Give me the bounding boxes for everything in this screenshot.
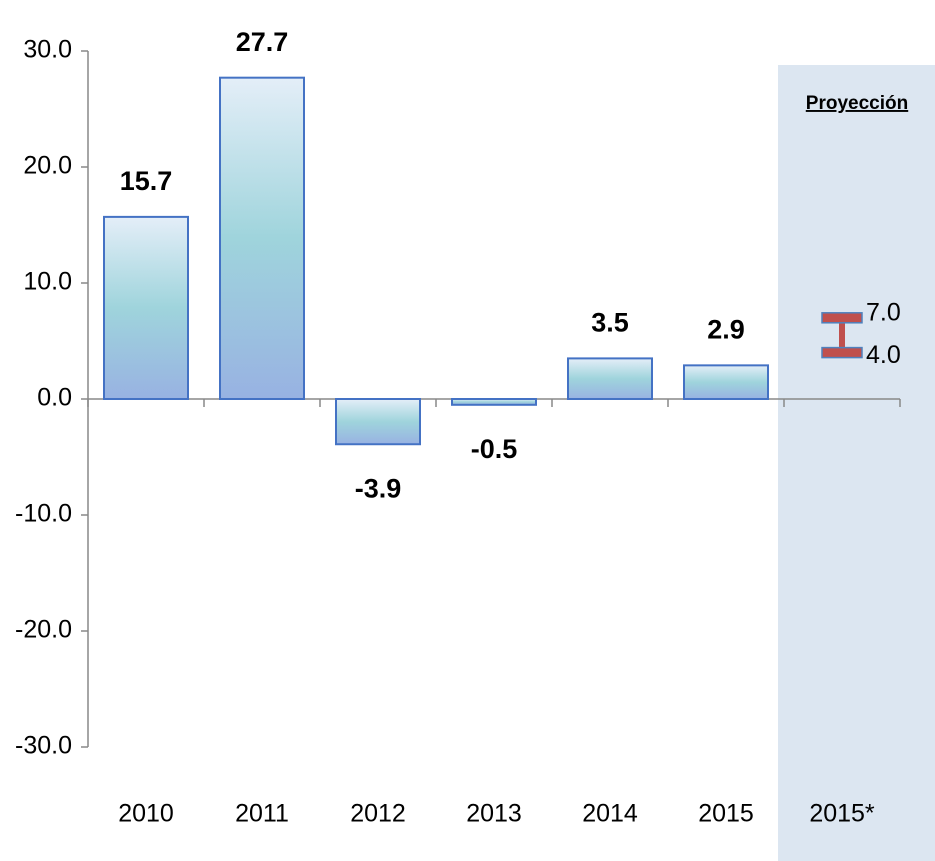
value-label: 2.9	[707, 314, 745, 344]
y-tick-label: 10.0	[23, 268, 72, 296]
x-tick-label: 2010	[118, 800, 174, 828]
projection-label: 7.0	[866, 298, 901, 326]
y-tick-label: -10.0	[15, 500, 72, 528]
projection-area	[778, 65, 935, 861]
projection-label: 4.0	[866, 341, 901, 369]
bar	[335, 398, 421, 446]
y-tick-label: 30.0	[23, 36, 72, 64]
value-label: -3.9	[355, 473, 402, 503]
bar	[451, 398, 537, 406]
x-tick-label: 2011	[235, 800, 289, 828]
y-tick-label: 20.0	[23, 152, 72, 180]
y-tick-label: -30.0	[15, 732, 72, 760]
bar	[683, 364, 769, 400]
y-tick-label: 0.0	[37, 384, 72, 412]
value-label: -0.5	[471, 434, 518, 464]
x-tick-label: 2015	[698, 800, 754, 828]
bar	[103, 215, 189, 400]
bar	[219, 76, 305, 401]
projection-bound	[821, 312, 863, 324]
x-tick-label: 2012	[350, 800, 406, 828]
projection-bound	[821, 346, 863, 359]
annotation: Proyección	[806, 93, 908, 114]
value-label: 15.7	[120, 166, 173, 196]
x-tick-label: 2014	[582, 800, 638, 828]
y-tick-label: -20.0	[15, 616, 72, 644]
bar	[567, 357, 653, 400]
x-tick-label: 2013	[466, 800, 522, 828]
value-label: 27.7	[236, 27, 289, 57]
x-tick-label: 2015*	[809, 800, 875, 828]
value-label: 3.5	[591, 308, 629, 338]
